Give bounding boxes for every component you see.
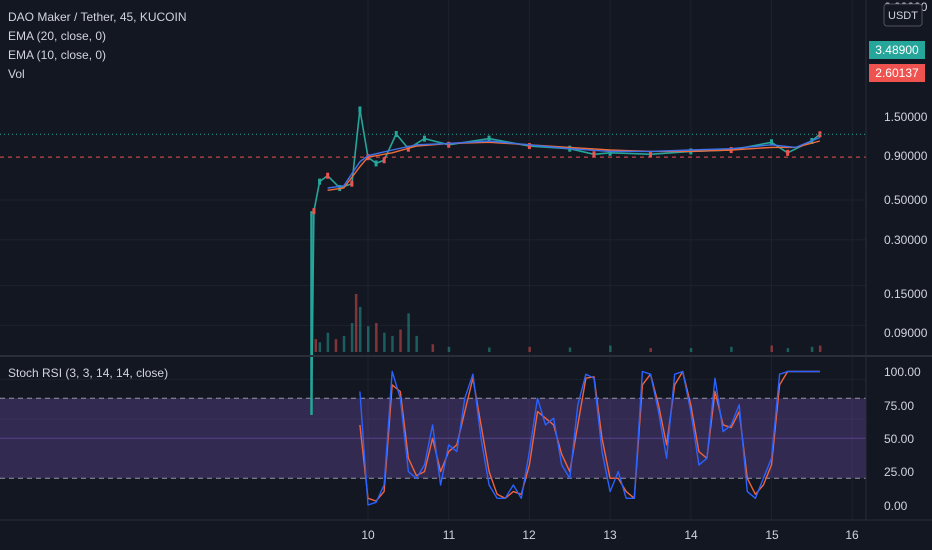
time-axis-label: 12 bbox=[522, 528, 536, 542]
volume-bar bbox=[354, 294, 358, 352]
volume-bars bbox=[310, 294, 822, 352]
volume-bar bbox=[810, 346, 814, 352]
volume-bar bbox=[326, 332, 330, 352]
time-axis-label: 15 bbox=[765, 528, 779, 542]
volume-bar bbox=[342, 335, 346, 352]
volume-legend[interactable]: Vol bbox=[8, 67, 25, 81]
candle bbox=[447, 141, 451, 148]
volume-bar bbox=[568, 347, 572, 352]
candle bbox=[422, 135, 426, 142]
volume-bar bbox=[786, 348, 790, 352]
time-axis-label: 11 bbox=[443, 528, 456, 542]
price-levels bbox=[0, 133, 866, 158]
ema-lines bbox=[327, 136, 821, 191]
stoch-axis-label: 25.00 bbox=[884, 465, 914, 479]
stoch-axis-label: 50.00 bbox=[884, 432, 914, 446]
candle bbox=[527, 143, 531, 150]
candle bbox=[350, 180, 354, 187]
candle bbox=[358, 106, 362, 113]
candle bbox=[312, 208, 316, 215]
candle bbox=[326, 172, 330, 179]
currency-button-label: USDT bbox=[888, 10, 918, 22]
volume-bar bbox=[407, 313, 410, 352]
volume-bar bbox=[770, 345, 773, 352]
volume-bar bbox=[609, 345, 612, 352]
stoch-k-line bbox=[359, 370, 820, 506]
candle bbox=[487, 135, 491, 142]
volume-bar bbox=[528, 346, 531, 352]
volume-bar bbox=[375, 323, 378, 352]
ema20-legend[interactable]: EMA (20, close, 0) bbox=[8, 29, 106, 43]
volume-bar bbox=[649, 348, 652, 352]
candle bbox=[770, 139, 773, 146]
ema-price-tag: 2.60137 bbox=[869, 64, 925, 82]
price-grid bbox=[0, 0, 866, 520]
price-axis-label: 0.09000 bbox=[884, 326, 928, 340]
volume-bar bbox=[399, 329, 402, 352]
volume-bar bbox=[367, 326, 370, 352]
last-price-value: 3.48900 bbox=[875, 43, 919, 57]
candle bbox=[592, 151, 596, 158]
candle bbox=[374, 160, 378, 167]
volume-bar bbox=[334, 339, 338, 352]
price-axis-label: 0.15000 bbox=[884, 287, 928, 301]
price-axis-label: 0.50000 bbox=[884, 193, 928, 207]
currency-button[interactable]: USDT bbox=[883, 3, 923, 27]
candle bbox=[382, 157, 386, 164]
ema10-legend[interactable]: EMA (10, close, 0) bbox=[8, 48, 106, 62]
volume-bar bbox=[358, 306, 362, 352]
volume-bar bbox=[314, 339, 318, 352]
price-axis-label: 1.50000 bbox=[884, 110, 928, 124]
volume-bar bbox=[391, 335, 394, 352]
stoch-axis-label: 75.00 bbox=[884, 399, 914, 413]
ema10-line bbox=[327, 136, 821, 189]
time-axis-label: 10 bbox=[361, 528, 375, 542]
chart-title[interactable]: DAO Maker / Tether, 45, KUCOIN bbox=[8, 10, 187, 24]
volume-bar bbox=[415, 335, 418, 352]
ema-price-value: 2.60137 bbox=[875, 66, 919, 80]
volume-bar bbox=[818, 345, 822, 352]
candle bbox=[608, 149, 612, 156]
stoch-rsi-legend[interactable]: Stoch RSI (3, 3, 14, 14, close) bbox=[8, 366, 168, 380]
volume-bar bbox=[689, 348, 693, 352]
volume-bar bbox=[488, 347, 491, 352]
candle bbox=[818, 131, 822, 138]
price-axis-label: 0.30000 bbox=[884, 233, 928, 247]
candle bbox=[786, 149, 790, 156]
volume-bar bbox=[447, 346, 451, 352]
volume-bar bbox=[318, 342, 322, 352]
price-axis-label: 0.90000 bbox=[884, 149, 928, 163]
candle bbox=[318, 178, 322, 185]
time-axis-label: 13 bbox=[603, 528, 617, 542]
time-axis[interactable]: 10 11 12 13 14 15 16 bbox=[361, 528, 859, 542]
candle bbox=[648, 151, 652, 158]
stoch-axis[interactable]: 100.00 75.00 50.00 25.00 0.00 bbox=[884, 365, 921, 513]
volume-bar bbox=[383, 332, 386, 352]
volume-bar bbox=[431, 344, 435, 352]
volume-bar bbox=[350, 323, 354, 352]
stoch-axis-label: 0.00 bbox=[884, 499, 908, 513]
volume-bar bbox=[730, 346, 733, 352]
stoch-axis-label: 100.00 bbox=[884, 365, 921, 379]
time-axis-label: 14 bbox=[684, 528, 698, 542]
stoch-rsi-pane[interactable] bbox=[0, 370, 866, 506]
time-axis-label: 16 bbox=[845, 528, 859, 542]
last-price-tag: 3.48900 bbox=[869, 41, 925, 59]
